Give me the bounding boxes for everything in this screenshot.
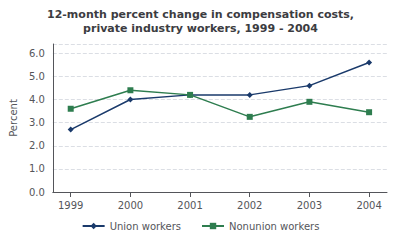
svg-text:Nonunion workers: Nonunion workers	[229, 221, 319, 232]
svg-text:2000: 2000	[118, 200, 143, 211]
svg-text:0.0: 0.0	[29, 187, 45, 198]
svg-text:2001: 2001	[177, 200, 202, 211]
svg-text:3.0: 3.0	[29, 117, 45, 128]
svg-text:12-month percent change in com: 12-month percent change in compensation …	[47, 8, 354, 21]
svg-text:2004: 2004	[356, 200, 381, 211]
svg-text:5.0: 5.0	[29, 71, 45, 82]
svg-text:1.0: 1.0	[29, 163, 45, 174]
svg-text:2.0: 2.0	[29, 140, 45, 151]
svg-text:6.0: 6.0	[29, 48, 45, 59]
svg-text:Percent: Percent	[8, 99, 19, 137]
svg-text:4.0: 4.0	[29, 94, 45, 105]
svg-text:2002: 2002	[237, 200, 262, 211]
svg-text:2003: 2003	[297, 200, 322, 211]
svg-text:private industry workers, 1999: private industry workers, 1999 - 2004	[83, 22, 318, 35]
svg-text:Union workers: Union workers	[110, 221, 181, 232]
svg-text:1999: 1999	[58, 200, 83, 211]
